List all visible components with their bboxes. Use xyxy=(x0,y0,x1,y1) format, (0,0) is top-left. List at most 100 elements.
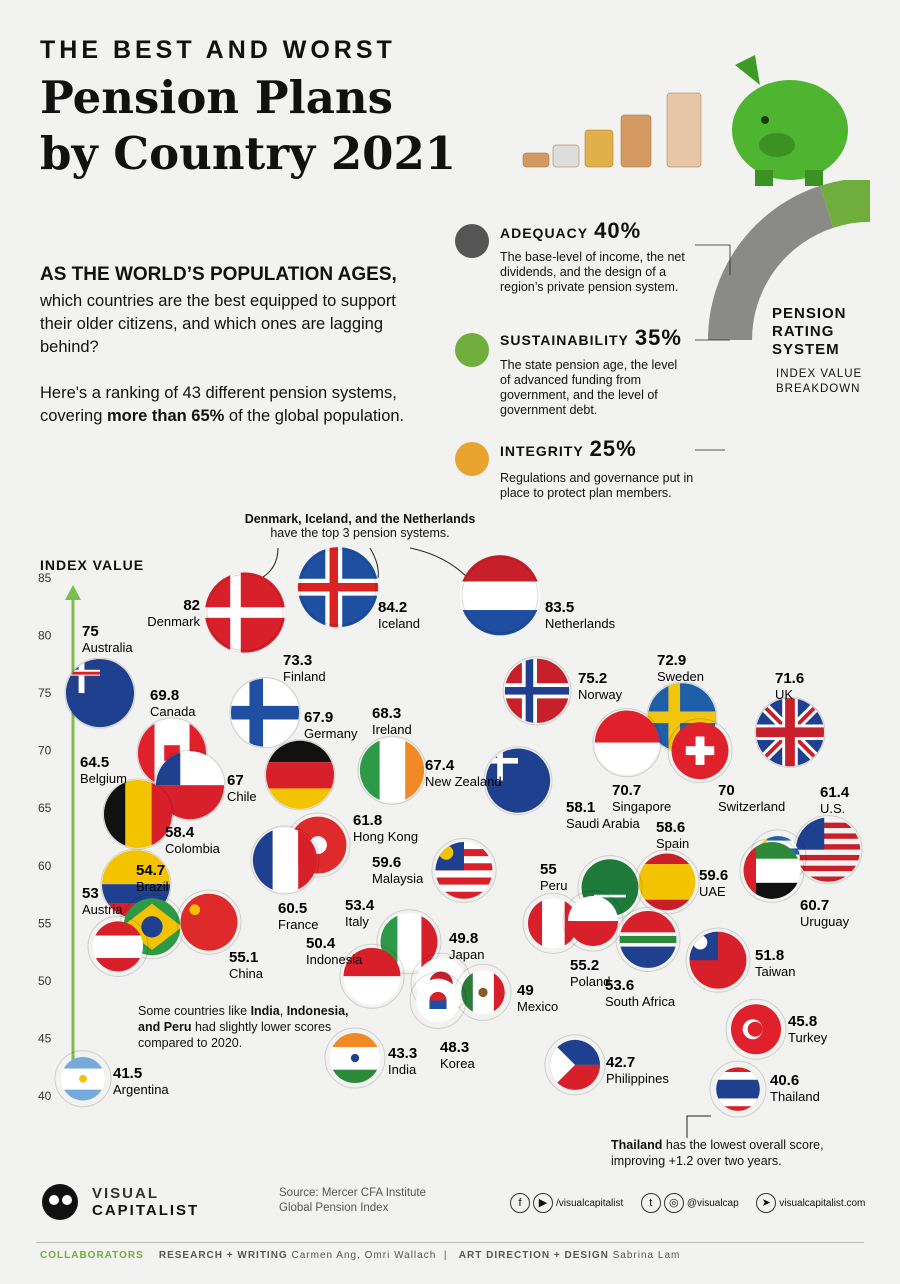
flag-marker-argentina xyxy=(54,1050,112,1108)
country-label: Mexico xyxy=(517,999,558,1014)
intro-ranking: Here's a ranking of 43 different pension… xyxy=(40,384,405,425)
flag-marker-iceland xyxy=(297,547,379,628)
value-label: 67 xyxy=(227,772,244,789)
integrity-desc: Regulations and governance put in place … xyxy=(500,471,694,500)
y-tick-label: 45 xyxy=(38,1031,52,1045)
flag-marker-taiwan xyxy=(685,927,751,993)
flag-marker-singapore xyxy=(592,708,662,778)
value-label: 71.6 xyxy=(775,670,804,687)
value-label: 61.4 xyxy=(820,784,850,801)
flag-marker-spain xyxy=(634,849,700,915)
country-label: Netherlands xyxy=(545,616,616,631)
brand-logo xyxy=(40,1182,88,1227)
y-tick-label: 50 xyxy=(38,974,52,988)
value-label: 55.1 xyxy=(229,949,258,966)
value-label: 75.2 xyxy=(578,670,607,687)
flag-marker-newzealand xyxy=(483,746,553,816)
sustainability-heading: SUSTAINABILITY 35% xyxy=(500,325,682,350)
country-label: Canada xyxy=(150,704,196,719)
flag-marker-philippines xyxy=(544,1034,606,1096)
value-label: 84.2 xyxy=(378,599,407,616)
youtube-icon[interactable]: ▶ xyxy=(533,1193,553,1213)
country-label: Thailand xyxy=(770,1089,820,1104)
country-label: Malaysia xyxy=(372,871,424,886)
ring-segment-sustainability xyxy=(819,180,870,228)
country-label: Korea xyxy=(440,1056,475,1071)
value-label: 59.6 xyxy=(699,867,728,884)
country-label: Sweden xyxy=(657,669,704,684)
flag-marker-france xyxy=(250,825,320,895)
breakdown-title: PENSION RATING SYSTEM xyxy=(772,305,847,358)
country-label: Austria xyxy=(82,902,123,917)
country-label: Argentina xyxy=(113,1082,169,1097)
brand-name: VISUAL CAPITALIST xyxy=(92,1185,200,1219)
value-label: 58.1 xyxy=(566,799,595,816)
value-label: 60.7 xyxy=(800,897,829,914)
value-label: 75 xyxy=(82,623,99,640)
value-label: 73.3 xyxy=(283,652,312,669)
lock-icon xyxy=(455,442,489,476)
flag-marker-korea xyxy=(409,971,467,1029)
value-label: 42.7 xyxy=(606,1054,635,1071)
country-label: Saudi Arabia xyxy=(566,816,640,831)
kicker: THE BEST AND WORST xyxy=(40,36,396,64)
flag-marker-turkey xyxy=(725,998,787,1060)
value-label: 59.6 xyxy=(372,854,401,871)
flag-marker-netherlands xyxy=(459,555,541,636)
social-links: f ▶/visualcapitalist t ◎ @visualcap ➤ visual… xyxy=(510,1193,865,1213)
country-label: India xyxy=(388,1062,417,1077)
y-axis-label: INDEX VALUE xyxy=(40,557,145,573)
value-label: 61.8 xyxy=(353,812,382,829)
cursor-icon[interactable]: ➤ xyxy=(756,1193,777,1213)
value-label: 43.3 xyxy=(388,1045,417,1062)
country-label: Denmark xyxy=(147,614,200,629)
country-label: Peru xyxy=(540,878,567,893)
value-label: 40.6 xyxy=(770,1072,799,1089)
instagram-icon[interactable]: ◎ xyxy=(663,1193,684,1213)
flag-marker-uk xyxy=(754,696,826,768)
integrity-heading: INTEGRITY 25% xyxy=(500,436,637,461)
value-label: 53 xyxy=(82,885,99,902)
flag-marker-ireland xyxy=(357,735,427,805)
country-label: UK xyxy=(775,687,793,702)
y-tick-label: 80 xyxy=(38,629,52,643)
coins-icon xyxy=(455,224,489,258)
country-label: South Africa xyxy=(605,994,676,1009)
value-label: 58.6 xyxy=(656,819,685,836)
breakdown-ring xyxy=(695,180,870,451)
y-tick-label: 60 xyxy=(38,859,52,873)
country-label: Taiwan xyxy=(755,964,795,979)
value-label: 53.4 xyxy=(345,897,375,914)
y-tick-label: 70 xyxy=(38,744,52,758)
facebook-icon[interactable]: f xyxy=(510,1193,530,1213)
country-label: Singapore xyxy=(612,799,671,814)
thailand-note: Thailand has the lowest overall score, i… xyxy=(611,1138,824,1168)
country-label: Japan xyxy=(449,947,484,962)
value-label: 48.3 xyxy=(440,1039,469,1056)
flag-marker-switzerland xyxy=(667,718,733,784)
value-label: 70 xyxy=(718,782,735,799)
twitter-icon[interactable]: t xyxy=(640,1193,661,1213)
flag-marker-australia xyxy=(64,657,136,729)
country-label: Turkey xyxy=(788,1030,828,1045)
website-link[interactable]: visualcapitalist.com xyxy=(779,1198,866,1209)
flag-marker-china xyxy=(176,889,242,955)
value-label: 53.6 xyxy=(605,977,634,994)
value-label: 49 xyxy=(517,982,534,999)
social-handle-1[interactable]: /visualcapitalist xyxy=(556,1198,624,1209)
collaborators: COLLABORATORS RESEARCH + WRITING Carmen … xyxy=(40,1250,681,1261)
value-label: 64.5 xyxy=(80,754,109,771)
value-label: 68.3 xyxy=(372,705,401,722)
thailand-note-line xyxy=(686,1115,711,1138)
flag-marker-southafrica xyxy=(615,906,681,972)
country-label: China xyxy=(229,966,264,981)
value-label: 67.4 xyxy=(425,757,455,774)
country-label: Brazil xyxy=(136,879,169,894)
social-handle-2[interactable]: @visualcap xyxy=(686,1198,739,1209)
country-label: Norway xyxy=(578,687,623,702)
flag-marker-thailand xyxy=(709,1060,767,1118)
country-label: Colombia xyxy=(165,841,221,856)
country-label: Italy xyxy=(345,914,369,929)
flag-marker-malaysia xyxy=(431,837,497,903)
